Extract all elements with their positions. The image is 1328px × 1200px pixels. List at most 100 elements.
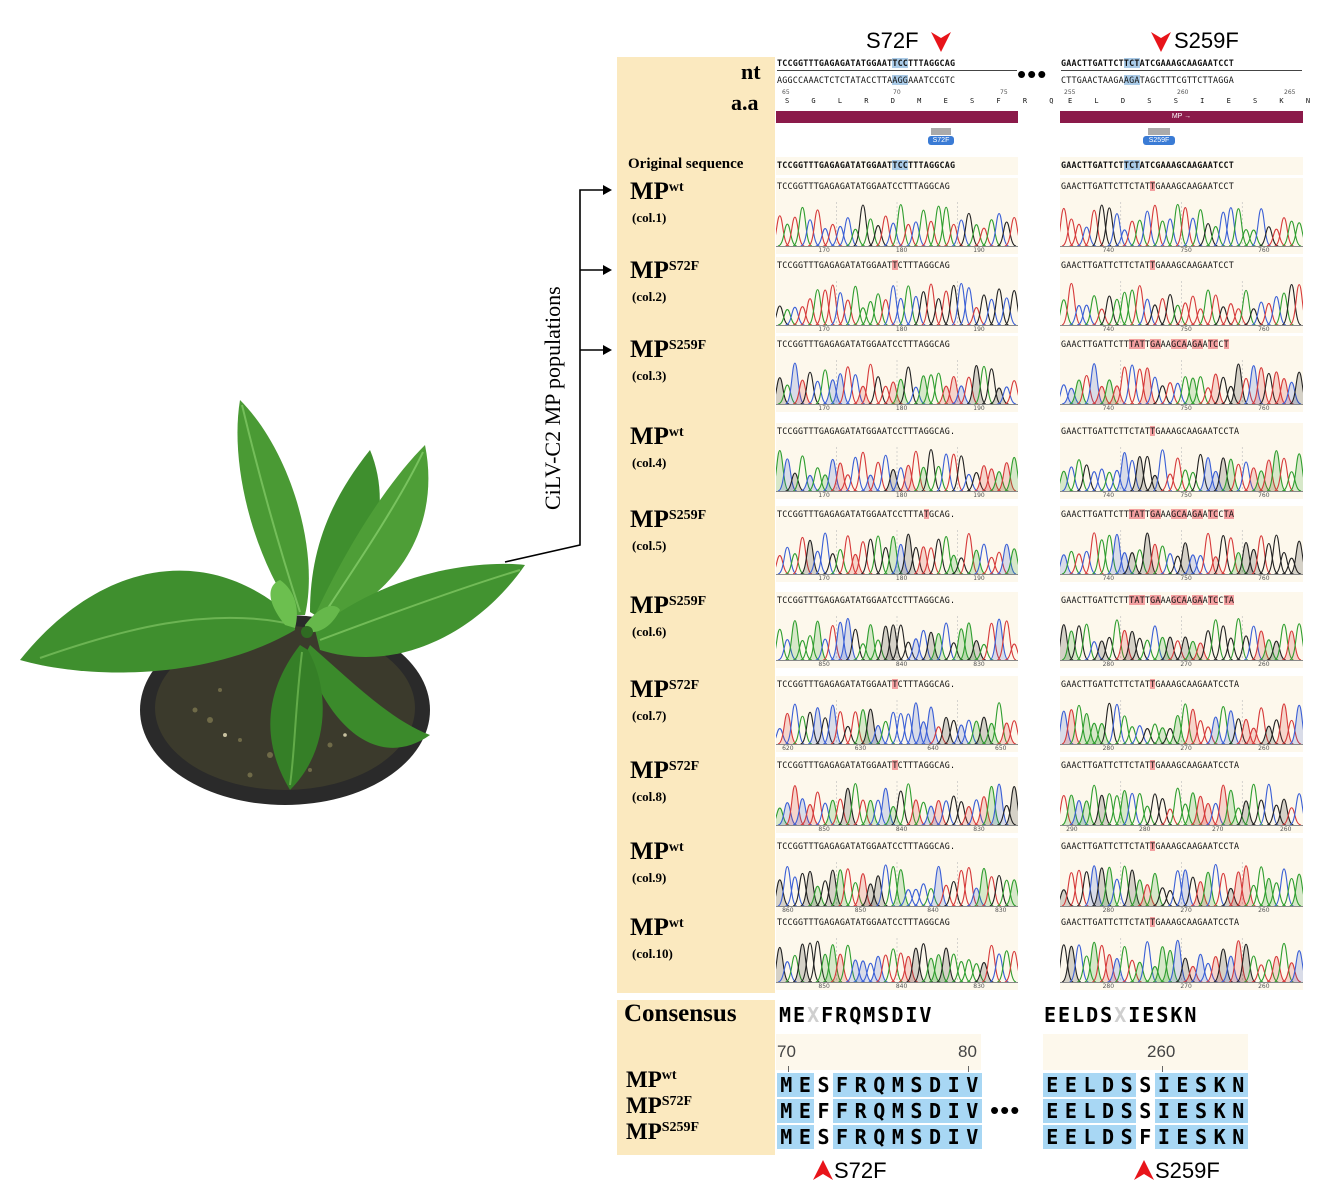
cons-tick-260: 260 (1147, 1042, 1176, 1061)
original-left-seq: TCCGGTTTGAGAGATATGGAATTCCTTTAGGCAG (777, 160, 956, 170)
position-tick: 740 (1102, 326, 1115, 333)
read-sequence-right: GAACTTGATTCTTCTATTGAAAGCAAGAATCCT (1061, 181, 1235, 191)
chromatogram-trace-left (770, 530, 1024, 579)
read-sequence-right: GAACTTGATTCTTTATTGAAAGCAAGAATCCTA (1061, 595, 1235, 605)
sample-colony: (col.2) (632, 289, 667, 304)
sample-colony: (col.10) (632, 946, 673, 961)
sample-genotype: S259F (668, 338, 707, 353)
position-tick: 190 (973, 492, 985, 499)
position-tick: 620 (782, 745, 794, 752)
read-sequence-right: GAACTTGATTCTTCTATTGAAAGCAAGAATCCTA (1061, 679, 1240, 689)
chromatogram-trace-right (1054, 530, 1309, 579)
arrow-up-icon (813, 1160, 833, 1180)
read-sequence-right: GAACTTGATTCTTCTATTGAAAGCAAGAATCCTA (1061, 841, 1240, 851)
position-tick: 170 (818, 405, 830, 412)
sample-genotype: wt (668, 180, 684, 195)
position-tick: 650 (995, 745, 1007, 752)
label-panel (617, 57, 775, 993)
read-sequence-right: GAACTTGATTCTTCTATTGAAAGCAAGAATCCTA (1061, 760, 1240, 770)
position-tick: 270 (1180, 661, 1192, 668)
sample-mp: MP (630, 336, 669, 363)
position-tick: 280 (1102, 661, 1115, 668)
position-tick: 750 (1180, 575, 1192, 582)
side-label: CiLV-C2 MP populations (540, 286, 565, 510)
chromatogram-trace-left (770, 360, 1024, 409)
sample-mp: MP (630, 592, 669, 619)
sample-mp: MP (630, 676, 669, 703)
leaf-right (315, 563, 525, 658)
read-sequence-right: GAACTTGATTCTTCTATTGAAAGCAAGAATCCTA (1061, 426, 1240, 436)
chromatogram-trace-left (770, 862, 1024, 911)
sample-colony: (col.9) (632, 870, 667, 885)
mut1-header: S72F (866, 28, 919, 53)
position-tick: 180 (895, 575, 908, 582)
sample-label: MPwt (col.4) (630, 423, 684, 471)
position-tick: 860 (782, 907, 794, 914)
chromatogram-trace-right (1053, 616, 1310, 665)
position-tick: 750 (1180, 405, 1192, 412)
sample-mp: MP (630, 178, 669, 205)
chromatogram-trace-right (1053, 938, 1309, 987)
ellipsis: ••• (1017, 59, 1048, 89)
position-tick: 280 (1102, 907, 1115, 914)
sample-label: MPS259F (col.5) (630, 506, 706, 554)
position-tick: 740 (1102, 575, 1115, 582)
sample-label: MPwt (col.9) (630, 838, 684, 886)
cons-tick-80: 80 (958, 1042, 977, 1061)
position-tick: 180 (895, 405, 908, 412)
consensus-row-label: MPwt (626, 1067, 677, 1092)
position-tick: 840 (927, 907, 939, 914)
position-tick: 830 (995, 907, 1007, 914)
position-tick: 170 (818, 247, 830, 254)
position-tick: 850 (818, 983, 830, 990)
arrow-down-icon (931, 32, 951, 52)
sample-colony: (col.8) (632, 789, 667, 804)
badge-left: S72F (928, 128, 954, 150)
consensus-label: Consensus (624, 1000, 737, 1027)
sample-mp: MP (630, 423, 669, 450)
position-tick: 170 (818, 326, 830, 333)
read-sequence-left: TCCGGTTTGAGAGATATGGAATCCTTTAGGCAG (777, 181, 950, 191)
chromatogram-trace-right (1054, 447, 1310, 496)
position-tick: 180 (895, 326, 908, 333)
chromatogram-trace-left (770, 700, 1024, 749)
position-tick: 640 (927, 745, 939, 752)
position-tick: 190 (973, 405, 985, 412)
position-tick: 740 (1102, 405, 1115, 412)
read-sequence-left: TCCGGTTTGAGAGATATGGAATCCTTTAGGCAG (777, 917, 950, 927)
sample-genotype: wt (668, 840, 684, 855)
sample-colony: (col.3) (632, 368, 667, 383)
position-tick: 260 (1258, 745, 1270, 752)
chromatogram-trace-left (770, 781, 1025, 830)
mut2-header: S259F (1174, 28, 1239, 53)
plant-photo (20, 400, 525, 805)
position-tick: 750 (1180, 492, 1192, 499)
chromatogram-trace-left (769, 447, 1024, 496)
arrow-down-icon (1151, 32, 1171, 52)
read-sequence-left: TCCGGTTTGAGAGATATGGAATTCTTTAGGCAG. (777, 760, 956, 770)
sample-mp: MP (630, 838, 669, 865)
chromatogram-trace-right (1054, 781, 1309, 830)
position-tick: 840 (895, 983, 908, 990)
leaf-bottom-right (305, 645, 430, 748)
sample-label: MPS72F (col.7) (630, 676, 699, 724)
sample-colony: (col.6) (632, 624, 667, 639)
read-sequence-left: TCCGGTTTGAGAGATATGGAATTCTTTAGGCAG. (777, 679, 956, 689)
chromatogram-trace-right (1054, 700, 1310, 749)
read-sequence-right: GAACTTGATTCTTTATTGAAAGCAAGAATCCTA (1061, 509, 1235, 519)
sample-label: MPS259F (col.3) (630, 336, 706, 384)
read-sequence-right: GAACTTGATTCTTCTATTGAAAGCAAGAATCCTA (1061, 917, 1240, 927)
bracket-connector (504, 185, 612, 563)
position-tick: 180 (895, 492, 908, 499)
read-sequence-left: TCCGGTTTGAGAGATATGGAATCCTTTAGGCAG. (777, 426, 956, 436)
header-left-top-seq: TCCGGTTTGAGAGATATGGAATTCCTTTAGGCAG (777, 58, 956, 68)
sample-colony: (col.7) (632, 708, 667, 723)
read-sequence-right: GAACTTGATTCTTTATTGAAAGCAAGAATCCT (1061, 339, 1229, 349)
original-right-seq: GAACTTGATTCTTCTATCGAAAGCAAGAATCCT (1061, 160, 1234, 170)
position-tick: 740 (1102, 492, 1115, 499)
sample-label: MPwt (col.1) (630, 178, 684, 226)
position-tick: 740 (1102, 247, 1115, 254)
